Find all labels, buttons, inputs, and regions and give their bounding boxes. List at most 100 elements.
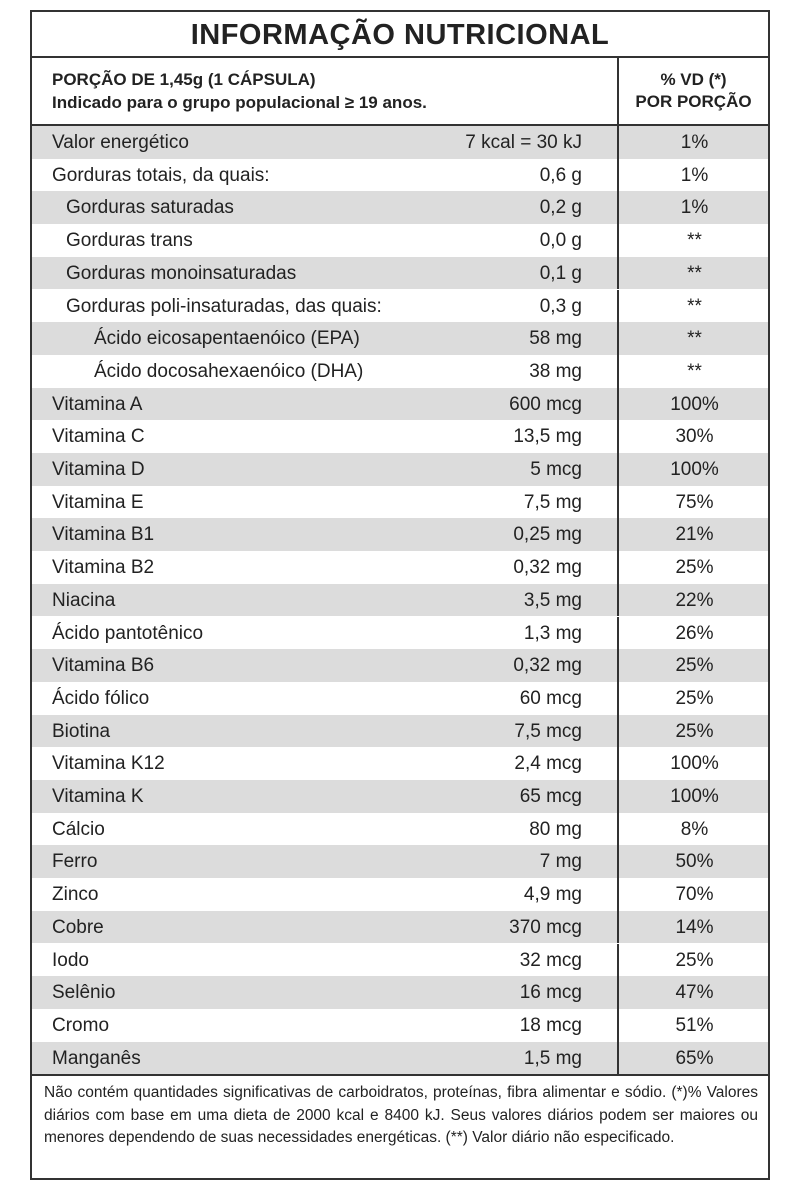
nutrient-name: Niacina: [52, 589, 116, 611]
daily-value: 8%: [617, 812, 770, 846]
daily-value: 50%: [617, 845, 770, 879]
title: INFORMAÇÃO NUTRICIONAL: [32, 12, 768, 58]
amount: 0,32 mg: [513, 557, 582, 579]
daily-value: **: [617, 289, 770, 323]
daily-value: 25%: [617, 649, 770, 682]
daily-value: 100%: [617, 780, 770, 813]
amount: 32 mcg: [519, 949, 582, 971]
table-row: Zinco 4,9 mg 70%: [32, 878, 768, 911]
table-row: Selênio 16 mcg 47%: [32, 976, 768, 1009]
nutrient-name: Gorduras totais, da quais:: [52, 164, 270, 186]
table-row: Cromo 18 mcg 51%: [32, 1008, 768, 1042]
daily-value: 1%: [617, 158, 770, 192]
nutrient-name: Vitamina C: [52, 426, 145, 448]
nutrient-name: Selênio: [52, 982, 116, 1004]
nutrient-name: Vitamina K12: [52, 753, 165, 775]
portion-info: PORÇÃO DE 1,45g (1 CÁPSULA) Indicado par…: [52, 68, 427, 114]
table-row: Iodo 32 mcg 25%: [32, 943, 768, 977]
daily-value: 100%: [617, 747, 770, 780]
daily-value: 25%: [617, 714, 770, 748]
vd-header: % VD (*) POR PORÇÃO: [617, 58, 768, 124]
daily-value: 65%: [617, 1041, 770, 1075]
nutrient-name: Gorduras saturadas: [66, 197, 234, 219]
amount: 7 kcal = 30 kJ: [465, 132, 582, 153]
portion: PORÇÃO DE 1,45g (1 CÁPSULA): [52, 70, 316, 89]
table-row: Valor energético 7 kcal = 30 kJ 1%: [32, 126, 768, 159]
daily-value: **: [617, 256, 770, 290]
amount: 7 mg: [539, 851, 582, 873]
daily-value: 100%: [617, 453, 770, 486]
table-row: Gorduras monoinsaturadas 0,1 g **: [32, 256, 770, 290]
table-row: Cobre 370 mcg 14%: [32, 910, 770, 944]
vd-line: % VD (*): [660, 70, 727, 89]
table-row: Gorduras trans 0,0 g **: [32, 224, 768, 257]
daily-value: 75%: [617, 485, 770, 519]
nutrient-name: Vitamina D: [52, 459, 145, 480]
nutrient-name: Cobre: [52, 916, 104, 938]
table-row: Vitamina B6 0,32 mg 25%: [32, 649, 768, 682]
amount: 5 mcg: [530, 459, 582, 480]
amount: 1,5 mg: [523, 1047, 582, 1069]
daily-value: 1%: [617, 191, 770, 225]
table-row: Ácido pantotênico 1,3 mg 26%: [32, 616, 768, 650]
table-row: Vitamina K12 2,4 mcg 100%: [32, 747, 768, 780]
daily-value: **: [617, 322, 770, 355]
nutrient-name: Ácido eicosapentaenóico (EPA): [94, 328, 360, 350]
amount: 80 mg: [529, 818, 582, 840]
amount: 13,5 mg: [513, 426, 582, 448]
daily-value: 14%: [617, 910, 770, 944]
amount: 7,5 mg: [523, 491, 582, 513]
table-row: Gorduras poli-insaturadas, das quais: 0,3…: [32, 289, 770, 323]
nutrition-table: INFORMAÇÃO NUTRICIONAL PORÇÃO DE 1,45g (…: [30, 10, 770, 1180]
daily-value: 21%: [617, 518, 770, 552]
nutrient-name: Gorduras trans: [66, 230, 193, 252]
daily-value: 100%: [617, 387, 770, 421]
table-row: Vitamina K 65 mcg 100%: [32, 780, 768, 813]
amount: 4,9 mg: [523, 884, 582, 906]
amount: 2,4 mcg: [514, 753, 582, 775]
table-row: Niacina 3,5 mg 22%: [32, 583, 770, 617]
amount: 16 mcg: [519, 982, 582, 1004]
population: Indicado para o grupo populacional ≥ 19 …: [52, 93, 427, 112]
nutrient-name: Ferro: [52, 851, 98, 873]
table-row: Ácido docosahexaenóico (DHA) 38 mg **: [32, 354, 770, 388]
nutrient-name: Vitamina B6: [52, 655, 155, 677]
nutrient-name: Cromo: [52, 1014, 110, 1036]
daily-value: 47%: [617, 976, 770, 1009]
table-row: Gorduras totais, da quais: 0,6 g 1%: [32, 158, 770, 192]
amount: 0,6 g: [539, 164, 582, 186]
table-row: Ferro 7 mg 50%: [32, 845, 770, 879]
daily-value: **: [617, 224, 770, 257]
daily-value: **: [617, 354, 770, 388]
table-row: Gorduras saturadas 0,2 g 1%: [32, 191, 770, 225]
table-row: Ácido fólico 60 mcg 25%: [32, 681, 768, 715]
table-row: Biotina 7,5 mcg 25%: [32, 714, 770, 748]
table-row: Manganês 1,5 mg 65%: [32, 1041, 770, 1075]
nutrient-name: Zinco: [52, 884, 99, 906]
amount: 60 mcg: [519, 687, 582, 709]
nutrient-name: Vitamina K: [52, 786, 144, 807]
amount: 18 mcg: [519, 1014, 582, 1036]
nutrient-name: Cálcio: [52, 818, 105, 840]
table-row: Vitamina C 13,5 mg 30%: [32, 420, 768, 453]
table-row: Vitamina A 600 mcg 100%: [32, 387, 770, 421]
daily-value: 25%: [617, 551, 770, 584]
nutrient-name: Gorduras monoinsaturadas: [66, 262, 297, 284]
table-row: Vitamina B1 0,25 mg 21%: [32, 518, 770, 552]
amount: 0,25 mg: [513, 524, 582, 546]
amount: 0,3 g: [539, 295, 582, 317]
table-row: Ácido eicosapentaenóico (EPA) 58 mg **: [32, 322, 768, 355]
amount: 0,32 mg: [513, 655, 582, 677]
amount: 65 mcg: [519, 786, 582, 807]
vd-line: POR PORÇÃO: [635, 92, 752, 111]
amount: 600 mcg: [509, 393, 582, 415]
table-row: Vitamina B2 0,32 mg 25%: [32, 551, 768, 584]
daily-value: 1%: [617, 126, 770, 159]
amount: 0,2 g: [539, 197, 582, 219]
amount: 38 mg: [529, 360, 582, 382]
daily-value: 22%: [617, 583, 770, 617]
nutrient-name: Vitamina E: [52, 491, 144, 513]
daily-value: 70%: [617, 878, 770, 911]
amount: 1,3 mg: [523, 622, 582, 644]
amount: 7,5 mcg: [514, 720, 582, 742]
